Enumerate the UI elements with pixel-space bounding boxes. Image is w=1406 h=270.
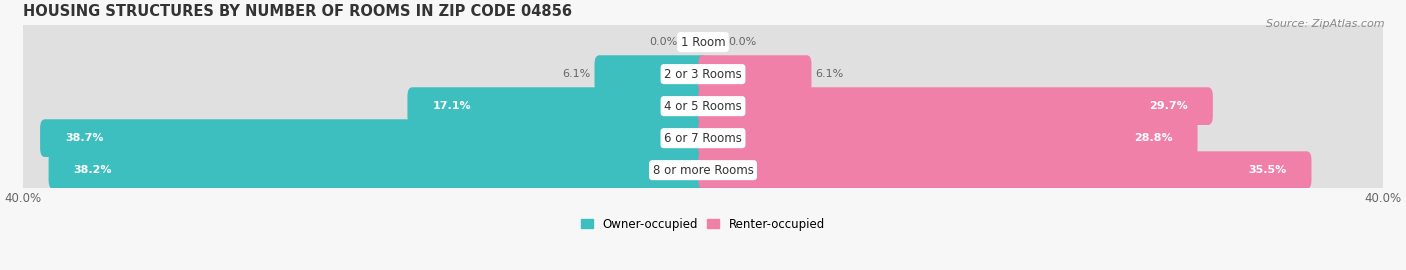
Text: 6 or 7 Rooms: 6 or 7 Rooms: [664, 132, 742, 145]
Text: 38.2%: 38.2%: [73, 165, 112, 175]
FancyBboxPatch shape: [699, 119, 1198, 157]
FancyBboxPatch shape: [18, 55, 707, 93]
FancyBboxPatch shape: [699, 55, 811, 93]
Text: 1 Room: 1 Room: [681, 36, 725, 49]
Text: 38.7%: 38.7%: [65, 133, 104, 143]
Text: 35.5%: 35.5%: [1249, 165, 1286, 175]
FancyBboxPatch shape: [595, 55, 707, 93]
Text: 0.0%: 0.0%: [728, 37, 756, 47]
FancyBboxPatch shape: [699, 87, 1213, 125]
Text: 6.1%: 6.1%: [562, 69, 591, 79]
FancyBboxPatch shape: [18, 119, 707, 157]
FancyBboxPatch shape: [699, 151, 1388, 189]
Legend: Owner-occupied, Renter-occupied: Owner-occupied, Renter-occupied: [581, 218, 825, 231]
FancyBboxPatch shape: [408, 87, 707, 125]
Bar: [22, 26, 1384, 58]
FancyBboxPatch shape: [49, 151, 707, 189]
Text: 0.0%: 0.0%: [650, 37, 678, 47]
FancyBboxPatch shape: [699, 23, 1388, 61]
Bar: [22, 90, 1384, 122]
Text: 28.8%: 28.8%: [1133, 133, 1173, 143]
Text: 17.1%: 17.1%: [433, 101, 471, 111]
FancyBboxPatch shape: [18, 23, 707, 61]
Text: 4 or 5 Rooms: 4 or 5 Rooms: [664, 100, 742, 113]
FancyBboxPatch shape: [699, 119, 1388, 157]
FancyBboxPatch shape: [18, 151, 707, 189]
Text: 2 or 3 Rooms: 2 or 3 Rooms: [664, 68, 742, 81]
Text: HOUSING STRUCTURES BY NUMBER OF ROOMS IN ZIP CODE 04856: HOUSING STRUCTURES BY NUMBER OF ROOMS IN…: [22, 4, 572, 19]
Bar: [22, 58, 1384, 90]
Text: 29.7%: 29.7%: [1149, 101, 1188, 111]
FancyBboxPatch shape: [41, 119, 707, 157]
Text: 6.1%: 6.1%: [815, 69, 844, 79]
FancyBboxPatch shape: [18, 87, 707, 125]
Bar: [22, 154, 1384, 186]
FancyBboxPatch shape: [699, 55, 1388, 93]
Bar: [22, 122, 1384, 154]
Text: Source: ZipAtlas.com: Source: ZipAtlas.com: [1267, 19, 1385, 29]
FancyBboxPatch shape: [699, 151, 1312, 189]
FancyBboxPatch shape: [699, 87, 1388, 125]
Text: 8 or more Rooms: 8 or more Rooms: [652, 164, 754, 177]
